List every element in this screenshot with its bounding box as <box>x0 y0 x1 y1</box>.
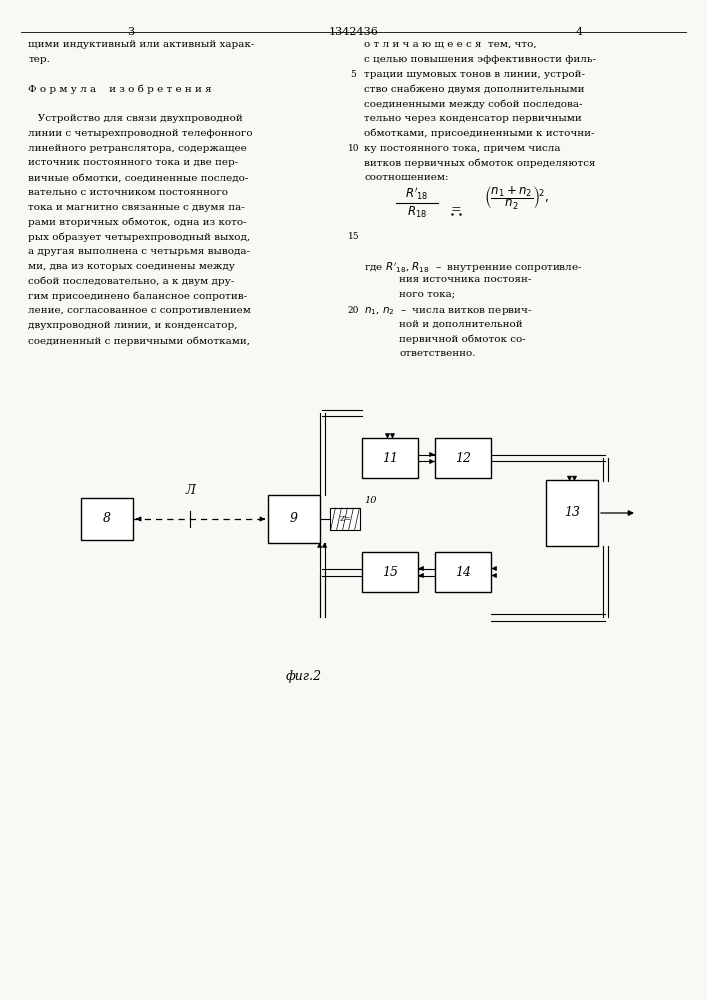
Bar <box>435 552 491 592</box>
Text: рами вторичных обмоток, одна из кото-: рами вторичных обмоток, одна из кото- <box>28 218 247 227</box>
Text: Z=: Z= <box>339 515 351 523</box>
Bar <box>81 498 133 540</box>
Text: $\left(\dfrac{n_1+n_2}{n_2}\right)^{\!2},$: $\left(\dfrac{n_1+n_2}{n_2}\right)^{\!2}… <box>484 185 549 212</box>
Text: тер.: тер. <box>28 55 50 64</box>
Text: тельно через конденсатор первичными: тельно через конденсатор первичными <box>364 114 582 123</box>
Text: линии с четырехпроводной телефонного: линии с четырехпроводной телефонного <box>28 129 253 138</box>
Text: источник постоянного тока и две пер-: источник постоянного тока и две пер- <box>28 158 238 167</box>
Text: гим присоединено балансное сопротив-: гим присоединено балансное сопротив- <box>28 292 247 301</box>
Text: собой последовательно, а к двум дру-: собой последовательно, а к двум дру- <box>28 277 235 286</box>
Text: $R_{18}$: $R_{18}$ <box>407 205 427 220</box>
Text: соединенными между собой последова-: соединенными между собой последова- <box>364 99 583 109</box>
Text: 10: 10 <box>348 144 359 153</box>
Text: с целью повышения эффективности филь-: с целью повышения эффективности филь- <box>364 55 596 64</box>
Text: щими индуктивный или активный харак-: щими индуктивный или активный харак- <box>28 40 255 49</box>
Text: ответственно.: ответственно. <box>399 349 476 358</box>
Text: 13: 13 <box>564 506 580 520</box>
Bar <box>362 438 418 478</box>
Bar <box>268 495 320 543</box>
Text: 14: 14 <box>455 565 471 578</box>
Text: Ф о р м у л а    и з о б р е т е н и я: Ф о р м у л а и з о б р е т е н и я <box>28 84 212 94</box>
Text: 3: 3 <box>127 27 134 37</box>
Text: о т л и ч а ю щ е е с я  тем, что,: о т л и ч а ю щ е е с я тем, что, <box>364 40 537 49</box>
Text: ния источника постоян-: ния источника постоян- <box>399 275 532 284</box>
Text: трации шумовых тонов в линии, устрой-: трации шумовых тонов в линии, устрой- <box>364 70 585 79</box>
Text: витков первичных обмоток определяются: витков первичных обмоток определяются <box>364 158 595 168</box>
Text: тока и магнитно связанные с двумя па-: тока и магнитно связанные с двумя па- <box>28 203 245 212</box>
Text: соотношением:: соотношением: <box>364 173 449 182</box>
Text: ного тока;: ного тока; <box>399 290 456 299</box>
Text: где $R'_{18}$, $R_{18}$  –  внутренние сопротивле-: где $R'_{18}$, $R_{18}$ – внутренние соп… <box>364 260 583 275</box>
Text: 12: 12 <box>455 452 471 464</box>
Text: 20: 20 <box>348 306 359 315</box>
Bar <box>546 481 598 546</box>
Text: а другая выполнена с четырьмя вывода-: а другая выполнена с четырьмя вывода- <box>28 247 250 256</box>
Text: фиг.2: фиг.2 <box>286 670 322 683</box>
Text: 9: 9 <box>290 512 298 526</box>
Text: $n_1$, $n_2$  –  числа витков первич-: $n_1$, $n_2$ – числа витков первич- <box>364 305 532 317</box>
Text: линейного ретранслятора, содержащее: линейного ретранслятора, содержащее <box>28 144 247 153</box>
Text: 15: 15 <box>382 565 398 578</box>
Text: Устройство для связи двухпроводной: Устройство для связи двухпроводной <box>28 114 243 123</box>
Text: ми, два из которых соединены между: ми, два из которых соединены между <box>28 262 235 271</box>
Bar <box>435 438 491 478</box>
Text: ку постоянного тока, причем числа: ку постоянного тока, причем числа <box>364 144 561 153</box>
Text: вичные обмотки, соединенные последо-: вичные обмотки, соединенные последо- <box>28 173 249 182</box>
Text: 4: 4 <box>576 27 583 37</box>
Text: ление, согласованное с сопротивлением: ление, согласованное с сопротивлением <box>28 306 251 315</box>
Text: $R'_{18}$: $R'_{18}$ <box>405 185 429 202</box>
Text: 10: 10 <box>364 496 377 505</box>
Text: 5: 5 <box>351 70 356 79</box>
Text: соединенный с первичными обмотками,: соединенный с первичными обмотками, <box>28 336 250 346</box>
Text: обмотками, присоединенными к источни-: обмотками, присоединенными к источни- <box>364 129 595 138</box>
Bar <box>362 552 418 592</box>
Text: Л: Л <box>185 484 194 497</box>
Text: первичной обмоток со-: первичной обмоток со- <box>399 334 526 344</box>
Text: вательно с источником постоянного: вательно с источником постоянного <box>28 188 228 197</box>
Text: 8: 8 <box>103 512 111 526</box>
Text: 11: 11 <box>382 452 398 464</box>
Text: ство снабжено двумя дополнительными: ство снабжено двумя дополнительными <box>364 84 585 94</box>
Text: 1342436: 1342436 <box>329 27 378 37</box>
Text: рых образует четырехпроводный выход,: рых образует четырехпроводный выход, <box>28 232 250 242</box>
Text: 15: 15 <box>348 232 359 241</box>
Text: двухпроводной линии, и конденсатор,: двухпроводной линии, и конденсатор, <box>28 321 238 330</box>
Text: =: = <box>450 203 462 216</box>
Bar <box>330 508 360 530</box>
Text: ной и дополнительной: ной и дополнительной <box>399 319 523 328</box>
